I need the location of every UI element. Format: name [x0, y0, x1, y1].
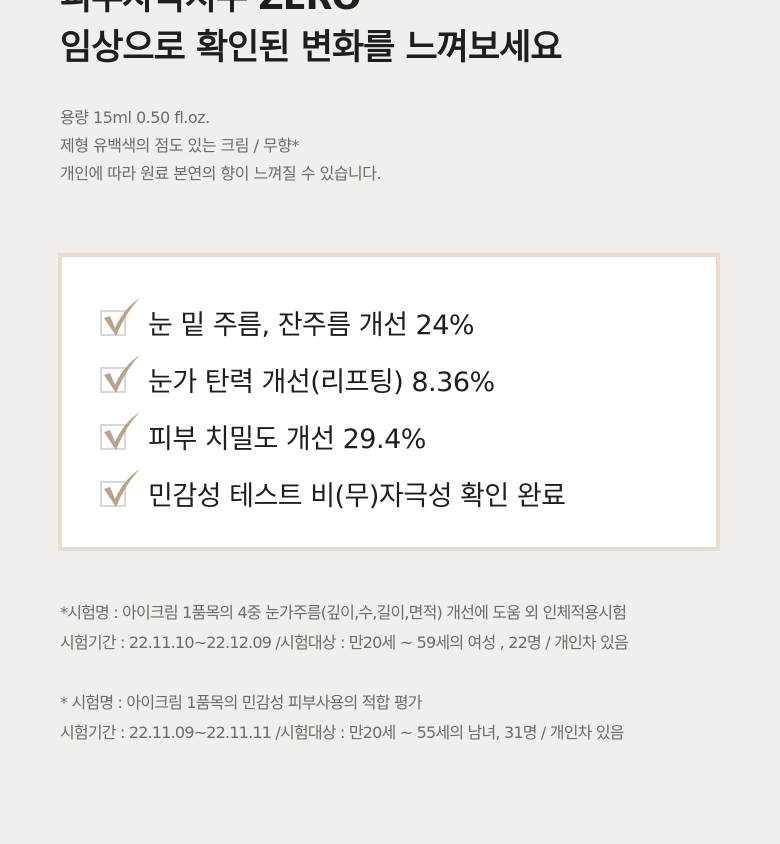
- clinical-results-box: 눈 밑 주름, 잔주름 개선 24% 눈가 탄력 개선(리프팅) 8.36% 피…: [58, 253, 720, 551]
- result-text: 민감성 테스트 비(무)자극성 확인 완료: [148, 481, 566, 512]
- checkbox-check-icon: [100, 468, 140, 507]
- footnote-test-period-1: 시험기간 : 22.11.10~22.12.09 /시험대상 : 만20세 ~ …: [60, 633, 629, 652]
- checkbox-check-icon: [100, 354, 140, 393]
- checkbox-check-icon: [100, 411, 140, 450]
- test-footnotes: *시험명 : 아이크림 1품목의 4중 눈가주름(깊이,수,길이,면적) 개선에…: [60, 598, 629, 748]
- result-item: 피부 치밀도 개선 29.4%: [100, 411, 426, 456]
- result-item: 눈 밑 주름, 잔주름 개선 24%: [100, 297, 475, 342]
- footnote-test-name-2: * 시험명 : 아이크림 1품목의 민감성 피부사용의 적합 평가: [60, 693, 423, 712]
- result-item: 눈가 탄력 개선(리프팅) 8.36%: [100, 354, 495, 399]
- spec-texture: 제형 유백색의 점도 있는 크림 / 무향*: [60, 136, 300, 155]
- spec-volume: 용량 15ml 0.50 fl.oz.: [60, 108, 210, 127]
- result-text: 눈 밑 주름, 잔주름 개선 24%: [148, 310, 475, 341]
- result-text: 피부 치밀도 개선 29.4%: [148, 424, 426, 455]
- product-specs: 용량 15ml 0.50 fl.oz. 제형 유백색의 점도 있는 크림 / 무…: [60, 104, 382, 188]
- result-item: 민감성 테스트 비(무)자극성 확인 완료: [100, 468, 566, 513]
- footnote-test-period-2: 시험기간 : 22.11.09~22.11.11 /시험대상 : 만20세 ~ …: [60, 723, 624, 742]
- result-text: 눈가 탄력 개선(리프팅) 8.36%: [148, 367, 495, 398]
- spec-scent-note: 개인에 따라 원료 본연의 향이 느껴질 수 있습니다.: [60, 164, 382, 183]
- footnote-test-name-1: *시험명 : 아이크림 1품목의 4중 눈가주름(깊이,수,길이,면적) 개선에…: [60, 603, 627, 622]
- checkbox-check-icon: [100, 297, 140, 336]
- headline-line-1: 피부자극지수 ZERO: [60, 0, 361, 20]
- headline-line-2: 임상으로 확인된 변화를 느껴보세요: [60, 28, 563, 68]
